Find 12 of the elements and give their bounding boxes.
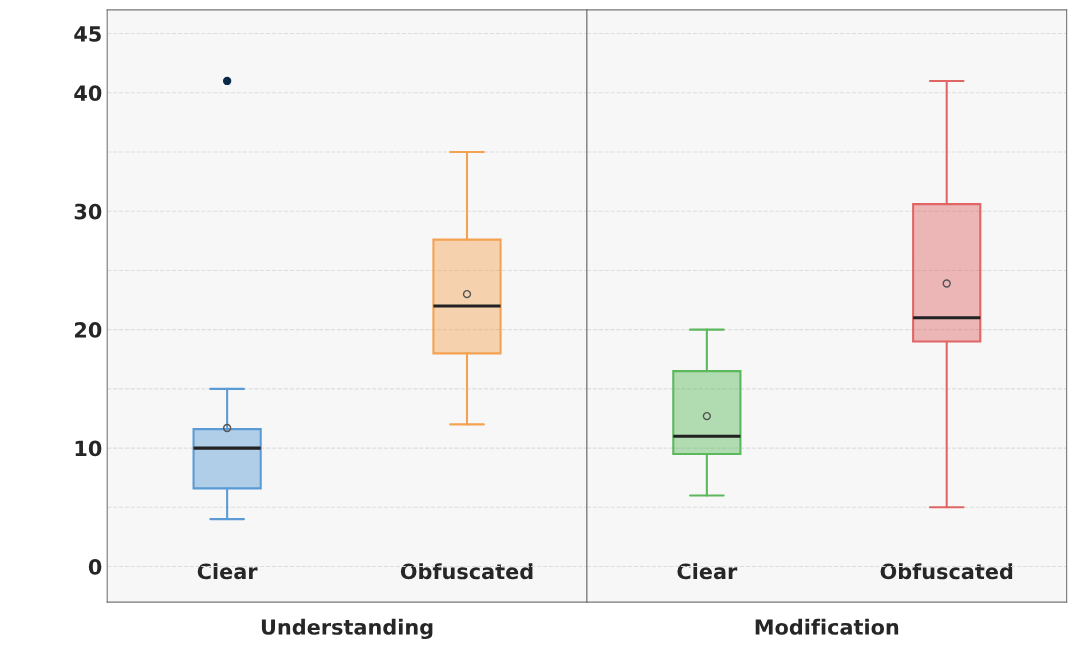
y-tick-label: 10 (75, 440, 102, 457)
y-tick-label: 20 (75, 322, 102, 338)
x-tick-label: Obfuscated (880, 563, 1013, 580)
y-tick-label: 40 (74, 85, 102, 101)
x-tick-label: Clear (197, 563, 258, 580)
x-tick-label: Obfuscated (400, 563, 533, 580)
x-axis-title: Modification (755, 618, 899, 635)
y-tick-label: 30 (74, 203, 102, 220)
x-axis-title: Understanding (261, 618, 433, 640)
y-tick-label: 45 (74, 26, 101, 42)
y-tick-label: 0 (88, 558, 102, 575)
x-tick-label: Clear (677, 563, 738, 580)
